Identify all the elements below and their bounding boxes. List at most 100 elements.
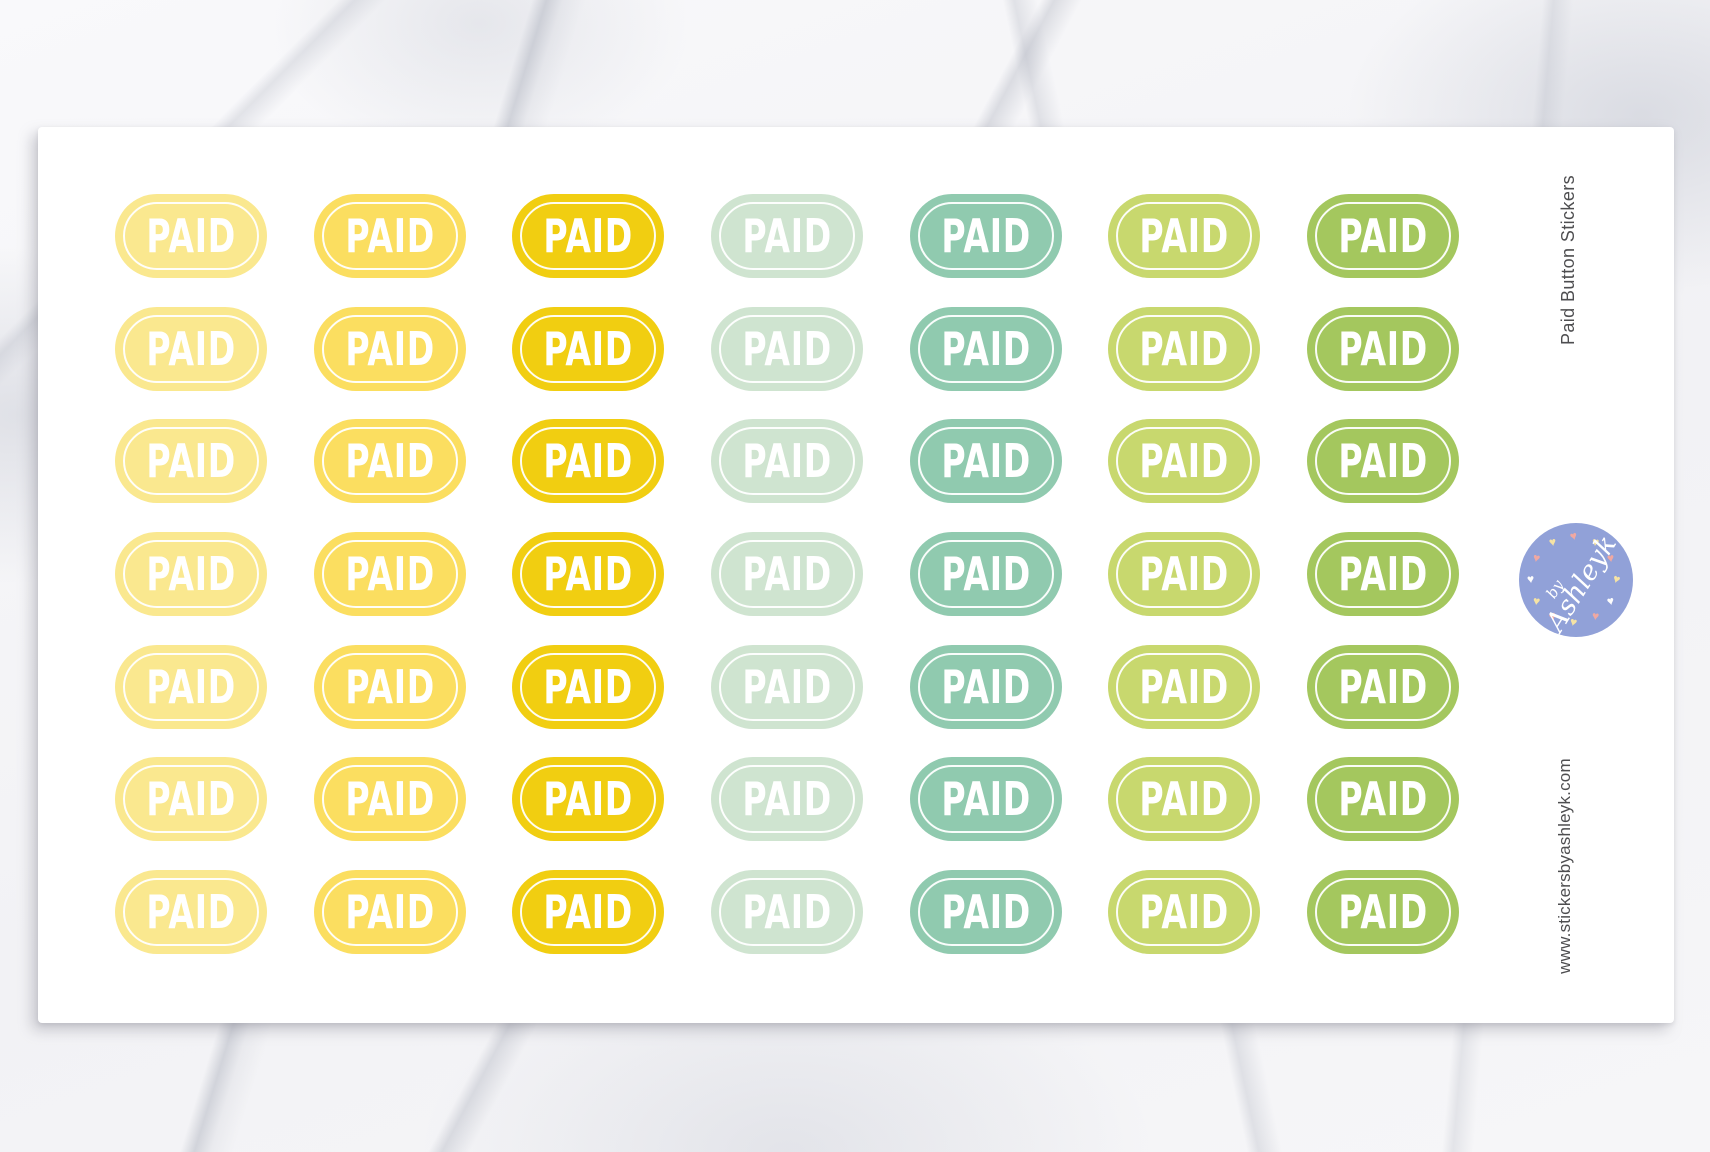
paid-sticker-label: PAID: [146, 209, 236, 263]
paid-sticker-label: PAID: [742, 660, 832, 714]
paid-sticker: PAID: [115, 532, 267, 616]
paid-sticker: PAID: [711, 307, 863, 391]
paid-sticker: PAID: [910, 307, 1062, 391]
paid-sticker-label: PAID: [941, 434, 1031, 488]
paid-sticker: PAID: [314, 870, 466, 954]
paid-sticker-label: PAID: [146, 434, 236, 488]
paid-sticker: PAID: [512, 645, 664, 729]
paid-sticker-label: PAID: [1139, 660, 1229, 714]
paid-sticker-label: PAID: [1338, 322, 1428, 376]
paid-sticker: PAID: [314, 645, 466, 729]
paid-sticker: PAID: [711, 532, 863, 616]
paid-sticker-label: PAID: [543, 434, 633, 488]
paid-sticker-label: PAID: [742, 772, 832, 826]
paid-sticker-label: PAID: [1139, 322, 1229, 376]
paid-sticker: PAID: [1307, 870, 1459, 954]
paid-sticker-label: PAID: [543, 209, 633, 263]
paid-sticker-label: PAID: [1139, 209, 1229, 263]
paid-sticker-label: PAID: [146, 322, 236, 376]
paid-sticker: PAID: [115, 870, 267, 954]
paid-sticker-label: PAID: [1139, 885, 1229, 939]
paid-sticker: PAID: [1108, 307, 1260, 391]
paid-sticker: PAID: [1108, 757, 1260, 841]
paid-sticker: PAID: [1307, 757, 1459, 841]
paid-sticker: PAID: [1108, 419, 1260, 503]
paid-sticker-label: PAID: [1338, 660, 1428, 714]
website-url-label: www.stickersbyashleyk.com: [1555, 758, 1574, 974]
paid-sticker-label: PAID: [1338, 885, 1428, 939]
paid-sticker: PAID: [1307, 194, 1459, 278]
paid-sticker-label: PAID: [345, 547, 435, 601]
paid-sticker-label: PAID: [742, 209, 832, 263]
paid-sticker-label: PAID: [941, 772, 1031, 826]
paid-sticker-label: PAID: [146, 547, 236, 601]
paid-sticker: PAID: [1307, 645, 1459, 729]
paid-sticker-label: PAID: [543, 660, 633, 714]
paid-sticker-label: PAID: [543, 547, 633, 601]
paid-sticker-label: PAID: [742, 322, 832, 376]
paid-sticker: PAID: [1307, 532, 1459, 616]
paid-sticker: PAID: [1307, 307, 1459, 391]
paid-sticker-label: PAID: [941, 209, 1031, 263]
paid-sticker: PAID: [512, 307, 664, 391]
paid-sticker: PAID: [115, 645, 267, 729]
paid-sticker: PAID: [314, 419, 466, 503]
paid-sticker-label: PAID: [345, 434, 435, 488]
sheet-title-label: Paid Button Stickers: [1557, 174, 1578, 346]
paid-sticker-label: PAID: [742, 885, 832, 939]
paid-sticker-label: PAID: [146, 772, 236, 826]
paid-sticker: PAID: [1307, 419, 1459, 503]
paid-sticker: PAID: [910, 532, 1062, 616]
paid-sticker-label: PAID: [1139, 547, 1229, 601]
paid-sticker: PAID: [1108, 194, 1260, 278]
paid-sticker: PAID: [910, 645, 1062, 729]
paid-sticker: PAID: [314, 307, 466, 391]
paid-sticker-label: PAID: [146, 660, 236, 714]
paid-sticker-label: PAID: [345, 322, 435, 376]
paid-sticker: PAID: [910, 419, 1062, 503]
paid-sticker-label: PAID: [146, 885, 236, 939]
paid-sticker: PAID: [1108, 870, 1260, 954]
paid-sticker-label: PAID: [345, 885, 435, 939]
paid-sticker: PAID: [512, 419, 664, 503]
paid-sticker-label: PAID: [1139, 772, 1229, 826]
sheet-title: Paid Button Stickers: [1556, 100, 1580, 420]
paid-sticker: PAID: [512, 757, 664, 841]
paid-sticker: PAID: [711, 194, 863, 278]
paid-sticker-label: PAID: [742, 434, 832, 488]
paid-sticker: PAID: [115, 307, 267, 391]
paid-sticker: PAID: [1108, 532, 1260, 616]
paid-sticker-label: PAID: [345, 660, 435, 714]
paid-sticker: PAID: [314, 532, 466, 616]
paid-sticker: PAID: [115, 419, 267, 503]
paid-sticker-label: PAID: [1338, 772, 1428, 826]
paid-sticker-label: PAID: [742, 547, 832, 601]
paid-sticker-label: PAID: [941, 885, 1031, 939]
paid-sticker-label: PAID: [941, 322, 1031, 376]
paid-sticker: PAID: [711, 645, 863, 729]
paid-sticker: PAID: [910, 870, 1062, 954]
paid-sticker-label: PAID: [941, 660, 1031, 714]
paid-sticker-label: PAID: [345, 209, 435, 263]
paid-sticker: PAID: [314, 757, 466, 841]
paid-sticker: PAID: [711, 419, 863, 503]
paid-sticker-label: PAID: [345, 772, 435, 826]
paid-sticker-label: PAID: [543, 322, 633, 376]
paid-sticker: PAID: [711, 757, 863, 841]
logo-script: by Ashleyk: [1519, 523, 1633, 637]
paid-sticker: PAID: [512, 870, 664, 954]
paid-sticker-label: PAID: [1338, 547, 1428, 601]
website-url: www.stickersbyashleyk.com: [1554, 696, 1576, 1036]
paid-sticker-label: PAID: [1338, 434, 1428, 488]
paid-sticker-label: PAID: [941, 547, 1031, 601]
paid-sticker-label: PAID: [1338, 209, 1428, 263]
paid-sticker: PAID: [115, 194, 267, 278]
paid-sticker: PAID: [115, 757, 267, 841]
paid-sticker: PAID: [512, 194, 664, 278]
paid-sticker: PAID: [910, 194, 1062, 278]
paid-sticker: PAID: [910, 757, 1062, 841]
paid-sticker-label: PAID: [1139, 434, 1229, 488]
paid-sticker: PAID: [711, 870, 863, 954]
